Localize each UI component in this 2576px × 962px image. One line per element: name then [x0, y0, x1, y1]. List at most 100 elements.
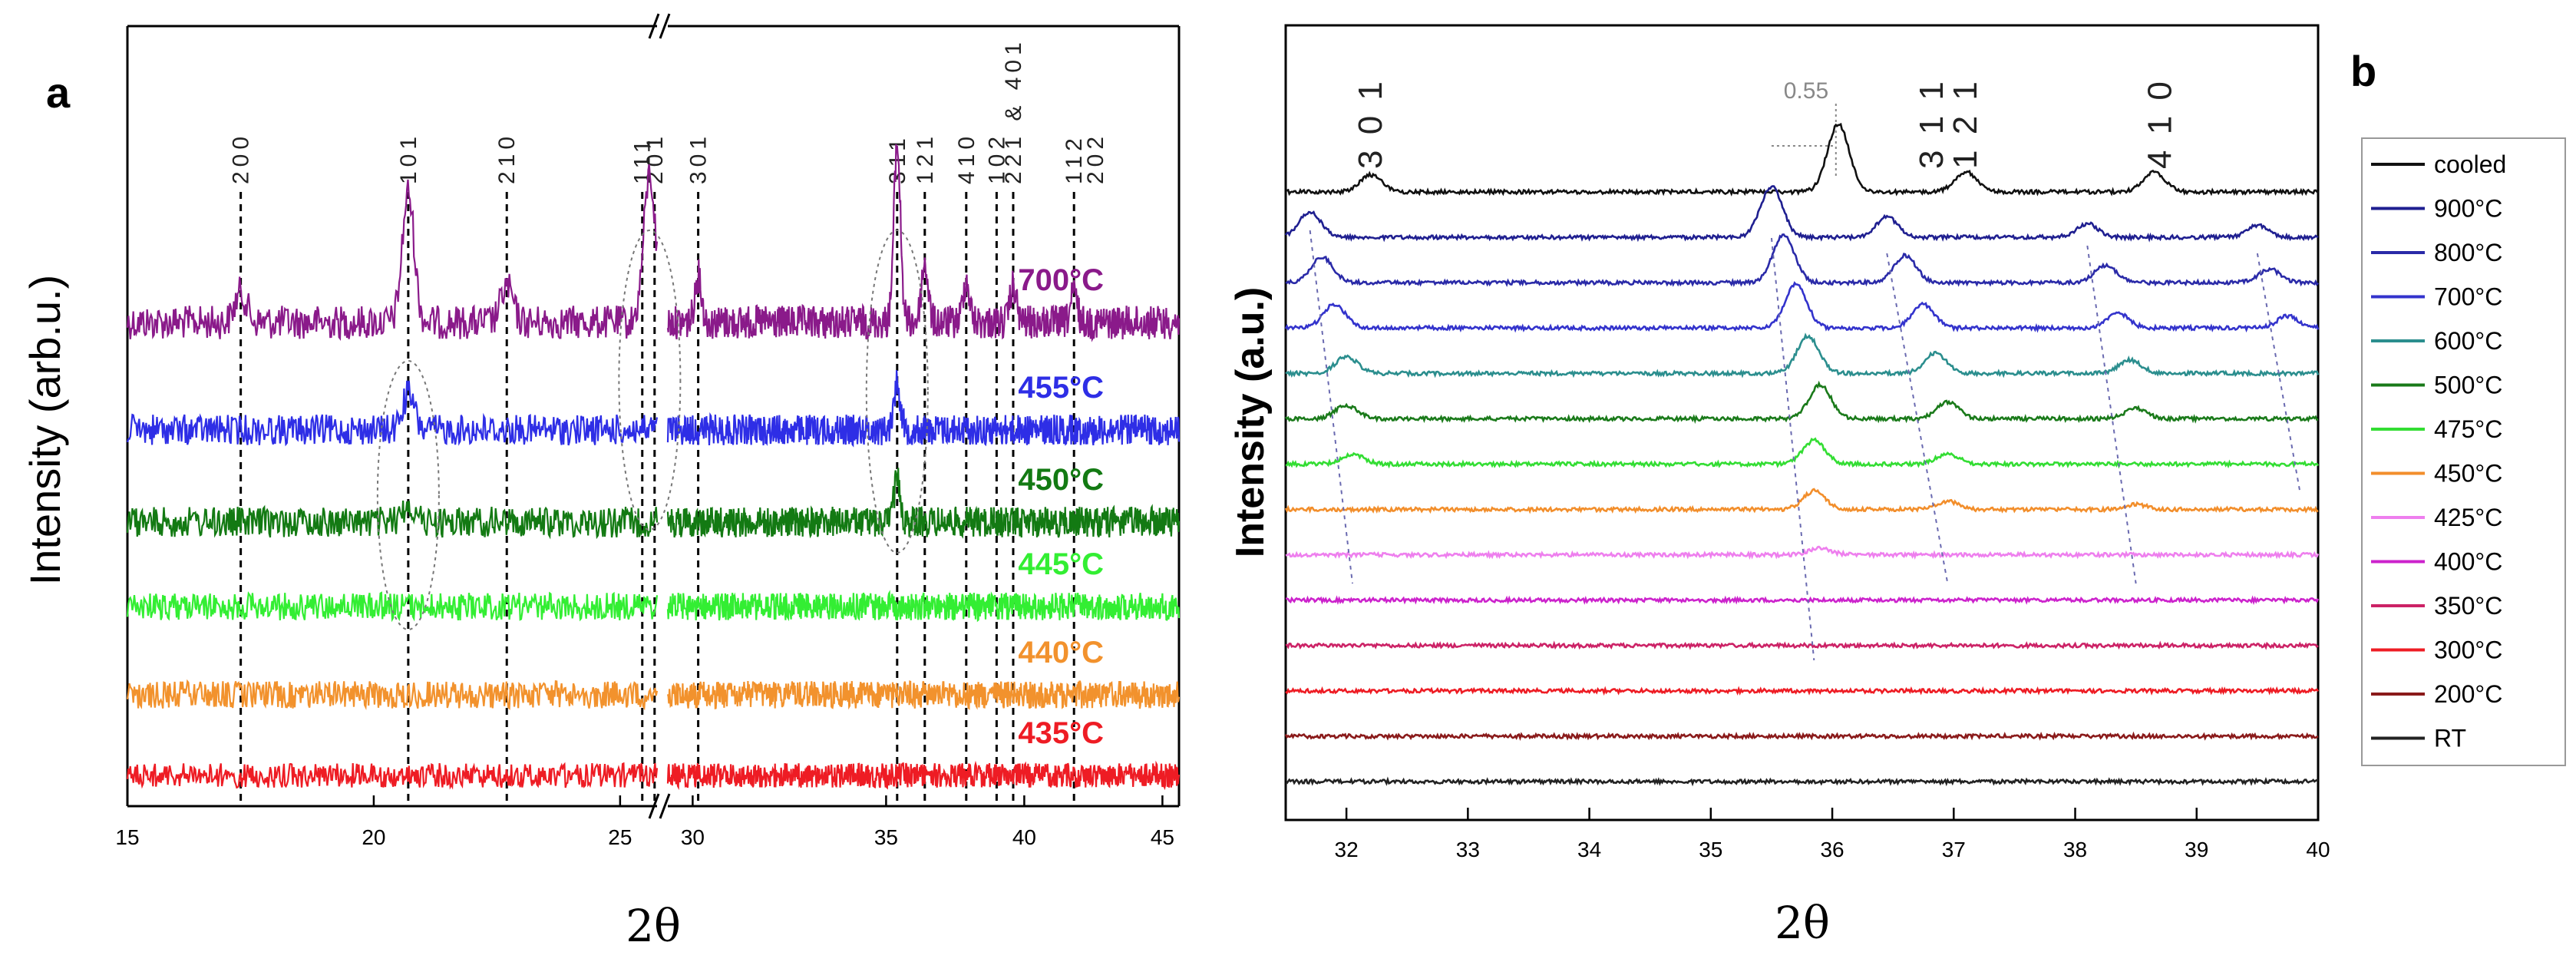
series-trace	[666, 680, 1181, 710]
legend-label: 800°C	[2434, 239, 2502, 266]
x-tick-label: 39	[2185, 838, 2208, 861]
x-tick-label: 40	[1012, 825, 1036, 849]
reflection-label: 202	[1083, 132, 1108, 184]
peak-ellipse	[376, 360, 440, 630]
reflection-label: 121	[913, 132, 938, 184]
reflection-label: 201	[642, 132, 668, 184]
legend-label: RT	[2434, 725, 2466, 752]
x-tick-label: 15	[115, 825, 139, 849]
series-trace	[1285, 122, 2319, 197]
series-trace	[666, 370, 1181, 448]
series-trace	[1285, 776, 2319, 787]
reflection-label: 111	[630, 135, 656, 184]
legend-label: 700°C	[2434, 283, 2502, 311]
reflection-label: 410	[954, 132, 979, 184]
axis-break-mark	[659, 13, 671, 39]
x-tick-label: 34	[1577, 838, 1601, 861]
series-label: 450°C	[1018, 463, 1104, 497]
series-trace	[666, 760, 1181, 791]
series-trace	[126, 762, 659, 790]
legend-label: cooled	[2434, 150, 2506, 178]
legend-label: 475°C	[2434, 415, 2502, 443]
x-tick-label: 36	[1820, 838, 1844, 861]
reflection-label: 4 1 0	[2141, 78, 2178, 169]
series-label: 440°C	[1018, 636, 1104, 669]
series-trace	[1285, 437, 2320, 469]
series-trace	[1285, 640, 2319, 650]
x-tick-label: 35	[874, 825, 898, 849]
reflection-label: 102	[984, 132, 1009, 184]
series-label: 435°C	[1018, 716, 1104, 750]
series-trace	[1285, 545, 2320, 560]
reflection-label: 200	[229, 132, 254, 184]
peak-track	[2256, 253, 2301, 492]
reflection-label: 3 1 1	[1913, 78, 1950, 169]
series-label: 455°C	[1018, 371, 1104, 405]
series-trace	[126, 679, 659, 711]
series-label: 700°C	[1018, 263, 1104, 297]
legend-label: 300°C	[2434, 636, 2502, 664]
reflection-label: 112	[1062, 134, 1087, 184]
series-trace	[1284, 488, 2319, 514]
legend-label: 450°C	[2434, 460, 2502, 488]
x-tick-label: 37	[1942, 838, 1966, 861]
series-trace	[1285, 686, 2320, 696]
reflection-label: 1 2 1	[1947, 78, 1984, 169]
series-trace	[1285, 332, 2320, 379]
x-tick-label: 35	[1699, 838, 1722, 861]
legend-label: 350°C	[2434, 592, 2502, 620]
peak-track	[1886, 253, 1949, 584]
series-trace	[1284, 731, 2319, 742]
series-trace	[666, 144, 1181, 342]
series-label: 445°C	[1018, 547, 1104, 581]
x-tick-label: 20	[362, 825, 385, 849]
x-tick-label: 33	[1456, 838, 1480, 861]
reflection-label: 301	[686, 132, 712, 184]
reflection-label: 210	[494, 132, 520, 184]
series-trace	[126, 500, 659, 540]
series-trace	[1284, 281, 2320, 333]
series-trace	[666, 468, 1181, 539]
shift-annotation: 0.55	[1784, 78, 1828, 104]
peak-track	[2086, 245, 2137, 584]
y-axis-label: Intensity (arb.u.)	[21, 275, 69, 586]
x-tick-label: 30	[681, 825, 705, 849]
legend-label: 900°C	[2434, 195, 2502, 223]
series-trace	[1284, 380, 2319, 425]
legend-label: 500°C	[2434, 372, 2502, 399]
x-axis-label: 2θ	[626, 900, 681, 952]
peak-ellipse	[618, 230, 682, 531]
series-trace	[1285, 233, 2319, 287]
x-tick-label: 38	[2063, 838, 2087, 861]
legend-label: 400°C	[2434, 548, 2502, 576]
y-axis-label: Intensity (a.u.)	[1228, 287, 1273, 557]
legend-box	[2361, 137, 2566, 766]
x-tick-label: 25	[608, 825, 632, 849]
series-trace	[126, 164, 659, 342]
panel-a-label: a	[46, 68, 71, 117]
reflection-label: 3 0 1	[1352, 78, 1389, 169]
plot-frame	[1284, 24, 2320, 822]
x-tick-label: 32	[1335, 838, 1359, 861]
panel-a-chart: 15 20 25 30 35 40 45 2θ Intensity (arb.u.) 200 101…	[21, 13, 1181, 952]
axis-break-mark	[648, 13, 660, 39]
peak-track	[1309, 230, 1354, 584]
axis-break-mark	[648, 793, 660, 819]
panel-b-label: b	[2350, 47, 2376, 95]
legend-label: 425°C	[2434, 504, 2502, 531]
series-trace	[1284, 185, 2319, 243]
axis-break-mark	[659, 793, 671, 819]
x-axis-label: 2θ	[1775, 897, 1830, 949]
series-trace	[1285, 595, 2320, 606]
series-trace	[126, 380, 659, 447]
reflection-label: 221 & 401	[1001, 38, 1026, 184]
panel-b-chart: 32 33 34 35 36 37 38 39 40 2θ Intensity (a.u.) 3 0 …	[1228, 24, 2566, 949]
series-trace	[126, 591, 659, 623]
legend-label: 600°C	[2434, 327, 2502, 355]
peak-ellipse	[865, 230, 929, 554]
peak-track	[1770, 237, 1815, 661]
reflection-label: 101	[396, 132, 421, 184]
x-tick-label: 45	[1151, 825, 1174, 849]
legend-label: 200°C	[2434, 680, 2502, 708]
